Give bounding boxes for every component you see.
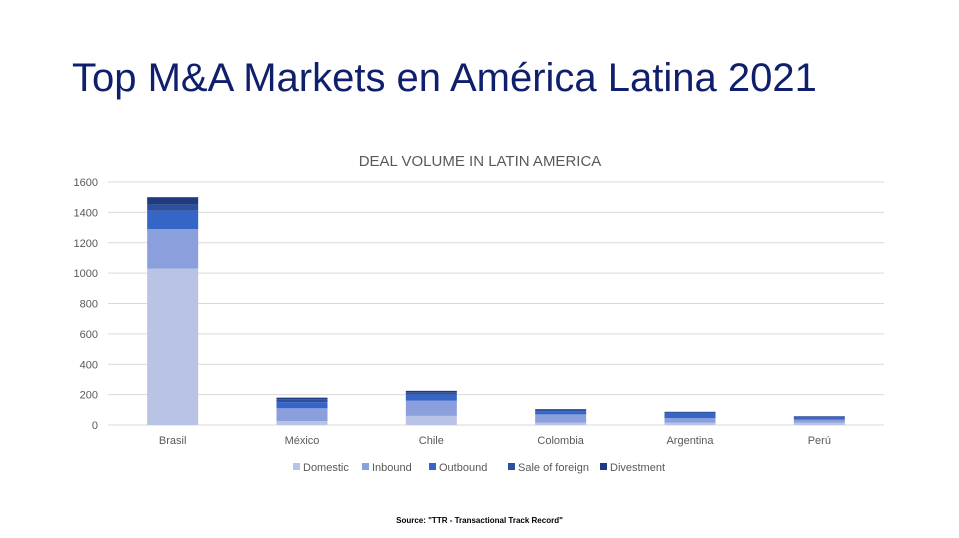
bar-brasil-domestic (147, 268, 199, 425)
chart-title: DEAL VOLUME IN LATIN AMERICA (359, 153, 602, 170)
bar-perú-domestic (793, 422, 845, 425)
bar-perú-outbound (793, 417, 845, 420)
bar-chile-inbound (405, 400, 457, 416)
legend-label-sale-of-foreign: Sale of foreign (518, 462, 589, 474)
x-tick-label-3: Colombia (537, 435, 584, 447)
bar-colombia-sale-of-foreign (535, 409, 587, 412)
legend-swatch-divestment (600, 463, 607, 470)
bar-argentina-inbound (664, 418, 716, 423)
legend-label-domestic: Domestic (303, 462, 349, 474)
bar-argentina-divestment (664, 411, 716, 413)
bar-méxico-divestment (276, 397, 328, 400)
y-tick-label-600: 600 (80, 329, 98, 341)
y-tick-label-400: 400 (80, 359, 98, 371)
bar-méxico-domestic (276, 421, 328, 425)
bar-argentina-sale-of-foreign (664, 412, 716, 414)
bar-colombia-inbound (535, 414, 587, 423)
y-tick-label-800: 800 (80, 299, 98, 311)
bar-chile-domestic (405, 415, 457, 425)
legend-swatch-outbound (429, 463, 436, 470)
bar-brasil-outbound (147, 210, 199, 230)
y-tick-label-1400: 1400 (74, 207, 98, 219)
y-tick-label-200: 200 (80, 390, 98, 402)
slide-title: Top M&A Markets en América Latina 2021 (72, 56, 817, 100)
bar-chile-outbound (405, 394, 457, 401)
bar-colombia-outbound (535, 411, 587, 415)
bar-argentina-outbound (664, 413, 716, 419)
bar-brasil-inbound (147, 229, 199, 269)
bar-chile-sale-of-foreign (405, 392, 457, 395)
bar-colombia-domestic (535, 422, 587, 425)
bar-méxico-inbound (276, 408, 328, 422)
x-tick-label-1: México (285, 435, 320, 447)
y-tick-label-0: 0 (92, 420, 98, 432)
bar-méxico-sale-of-foreign (276, 399, 328, 403)
legend-swatch-inbound (362, 463, 369, 470)
legend-label-divestment: Divestment (610, 462, 665, 474)
bar-argentina-domestic (664, 422, 716, 425)
bar-perú-sale-of-foreign (793, 416, 845, 418)
y-tick-label-1600: 1600 (74, 177, 98, 189)
bar-chile-divestment (405, 390, 457, 393)
legend-label-outbound: Outbound (439, 462, 487, 474)
legend-swatch-sale-of-foreign (508, 463, 515, 470)
bar-perú-inbound (793, 419, 845, 423)
x-tick-label-0: Brasil (159, 435, 187, 447)
bar-colombia-divestment (535, 409, 587, 410)
legend-swatch-domestic (293, 463, 300, 470)
y-tick-label-1200: 1200 (74, 238, 98, 250)
legend-label-inbound: Inbound (372, 462, 412, 474)
y-tick-label-1000: 1000 (74, 268, 98, 280)
x-tick-label-2: Chile (419, 435, 444, 447)
bar-méxico-outbound (276, 402, 328, 409)
x-tick-label-5: Perú (808, 435, 831, 447)
source-note: Source: "TTR - Transactional Track Recor… (396, 516, 563, 525)
bar-brasil-divestment (147, 197, 199, 205)
x-tick-label-4: Argentina (666, 435, 714, 447)
bar-brasil-sale-of-foreign (147, 204, 199, 211)
